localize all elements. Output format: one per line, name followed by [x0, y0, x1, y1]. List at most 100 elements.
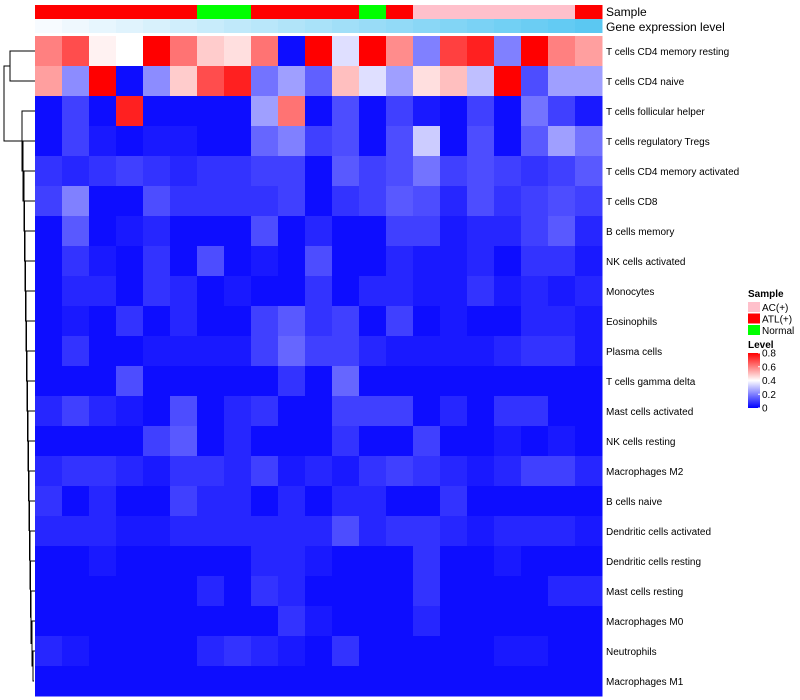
heatmap-cell [494, 606, 522, 637]
heatmap-cell [251, 126, 279, 157]
heatmap-cell [35, 366, 63, 397]
heatmap-cell [116, 366, 144, 397]
expression-annotation-cell [170, 19, 198, 33]
heatmap-cell [35, 216, 63, 247]
heatmap-cell [35, 336, 63, 367]
expression-annotation-cell [494, 19, 522, 33]
heatmap-cell [143, 546, 171, 577]
heatmap-cell [305, 636, 333, 667]
heatmap-cell [548, 546, 576, 577]
heatmap-cell [251, 546, 279, 577]
heatmap-cell [35, 486, 63, 517]
heatmap-cell [224, 156, 252, 187]
heatmap-cell [224, 306, 252, 337]
heatmap-cell [494, 156, 522, 187]
sample-annotation-cell [116, 5, 144, 19]
heatmap-cell [62, 426, 90, 457]
heatmap-cell [62, 546, 90, 577]
heatmap-cell [170, 606, 198, 637]
row-label: B cells memory [606, 227, 674, 238]
legend-tick-label: 0.4 [762, 376, 776, 387]
heatmap-cell [305, 186, 333, 217]
heatmap-cell [548, 66, 576, 97]
heatmap-cell [548, 216, 576, 247]
heatmap-cell [440, 336, 468, 367]
heatmap-cell [386, 456, 414, 487]
heatmap-cell [440, 246, 468, 277]
row-label: Macrophages M0 [606, 617, 684, 628]
heatmap-cell [413, 516, 441, 547]
heatmap-cell [89, 576, 117, 607]
heatmap-cell [251, 426, 279, 457]
heatmap-cell [197, 246, 225, 277]
heatmap-cell [143, 246, 171, 277]
heatmap-cell [332, 126, 360, 157]
heatmap-cell [440, 366, 468, 397]
heatmap-cell [494, 216, 522, 247]
heatmap-cell [359, 516, 387, 547]
legend-swatch [748, 302, 760, 312]
heatmap-cell [62, 666, 90, 697]
heatmap-cell [332, 666, 360, 697]
heatmap-cell [89, 366, 117, 397]
heatmap-cell [143, 126, 171, 157]
heatmap-cell [332, 156, 360, 187]
heatmap-cell [143, 66, 171, 97]
heatmap-cell [332, 576, 360, 607]
heatmap-cell [413, 216, 441, 247]
heatmap-cell [440, 396, 468, 427]
heatmap-cell [386, 516, 414, 547]
heatmap-cell [521, 606, 549, 637]
heatmap-cell [386, 396, 414, 427]
heatmap-cell [440, 576, 468, 607]
sample-annotation-label: Sample [606, 5, 647, 19]
heatmap-cell [494, 486, 522, 517]
heatmap-cell [224, 126, 252, 157]
heatmap-cell [521, 306, 549, 337]
heatmap-cell [143, 156, 171, 187]
heatmap-cell [467, 366, 495, 397]
heatmap-cell [224, 276, 252, 307]
heatmap-cell [467, 606, 495, 637]
heatmap-cell [35, 546, 63, 577]
heatmap-cell [305, 546, 333, 577]
heatmap-cell [575, 366, 603, 397]
heatmap-cell [143, 516, 171, 547]
heatmap-cell [386, 156, 414, 187]
row-label: Dendritic cells activated [606, 527, 711, 538]
row-label: NK cells activated [606, 257, 685, 268]
heatmap-cell [62, 576, 90, 607]
heatmap-cell [224, 246, 252, 277]
dendrogram-link [3, 65, 22, 142]
heatmap-cell [62, 66, 90, 97]
heatmap-cell [467, 666, 495, 697]
row-label: Neutrophils [606, 647, 657, 658]
heatmap-cell [575, 96, 603, 127]
heatmap-cell [224, 426, 252, 457]
heatmap-cell [413, 486, 441, 517]
heatmap-cell [359, 336, 387, 367]
heatmap-cell [521, 666, 549, 697]
heatmap-cell [575, 246, 603, 277]
heatmap-cell [35, 276, 63, 307]
heatmap-cell [170, 186, 198, 217]
heatmap-cell [116, 576, 144, 607]
expression-annotation-cell [467, 19, 495, 33]
heatmap-cell [386, 426, 414, 457]
heatmap-cell [413, 186, 441, 217]
heatmap-cell [386, 36, 414, 67]
heatmap-cell [305, 666, 333, 697]
sample-annotation-cell [305, 5, 333, 19]
heatmap-cell [440, 96, 468, 127]
heatmap-cell [89, 516, 117, 547]
heatmap-cell [170, 216, 198, 247]
heatmap-cell [548, 636, 576, 667]
row-label: B cells naive [606, 497, 663, 508]
heatmap-cell [116, 36, 144, 67]
heatmap-cell [332, 276, 360, 307]
heatmap-cell [35, 126, 63, 157]
expression-annotation-cell [143, 19, 171, 33]
heatmap-cell [197, 636, 225, 667]
heatmap-cell [62, 396, 90, 427]
heatmap-cell [170, 666, 198, 697]
